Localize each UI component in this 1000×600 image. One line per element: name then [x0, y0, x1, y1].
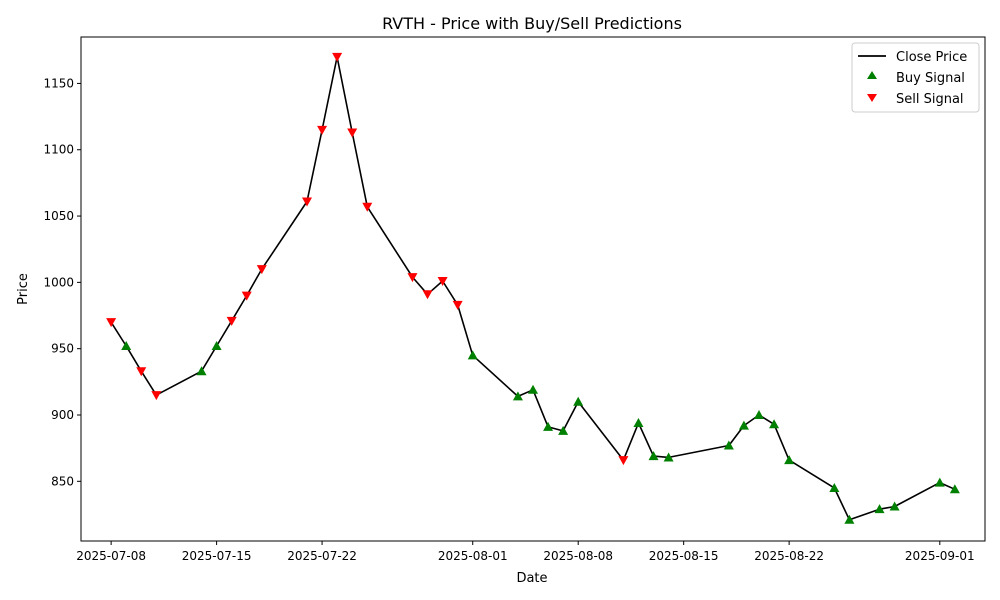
y-tick-label: 1150: [43, 76, 74, 90]
y-tick-label: 900: [51, 408, 74, 422]
y-tick-label: 850: [51, 474, 74, 488]
buy-signal-marker: [121, 341, 132, 351]
buy-signal-marker: [543, 421, 554, 431]
sell-signal-marker: [362, 202, 373, 212]
buy-signal-marker: [934, 477, 945, 487]
buy-signal-marker: [889, 501, 900, 511]
buy-signal-marker: [663, 452, 674, 462]
sell-signal-marker: [226, 316, 237, 326]
buy-signal-marker: [738, 420, 749, 430]
legend-buy-marker: [867, 71, 877, 79]
buy-signal-marker: [844, 514, 855, 524]
buy-signal-marker: [829, 482, 840, 492]
sell-signal-marker: [317, 125, 328, 135]
buy-signal-marker: [784, 455, 795, 465]
buy-signal-marker: [512, 391, 523, 401]
buy-signal-marker: [754, 410, 764, 419]
legend-box: [851, 42, 980, 113]
sell-signal-marker: [332, 52, 343, 62]
buy-signal-marker: [633, 417, 644, 427]
y-tick-label: 1100: [43, 143, 74, 157]
y-axis-label: Price: [16, 273, 31, 305]
sell-signal-marker: [452, 300, 463, 310]
plot-area: 2025-07-08 2025-07-15 2025-07-22 2025-08-01…: [43, 52, 975, 563]
buy-signal-marker: [528, 384, 538, 394]
sell-signal-marker: [437, 277, 448, 287]
buy-signal-marker: [196, 366, 207, 376]
sell-signal-marker: [347, 128, 358, 138]
buy-signal-marker: [211, 341, 222, 351]
sell-signal-marker: [422, 290, 433, 300]
buy-signal-marker: [949, 484, 960, 494]
y-tick-label: 1000: [43, 275, 74, 289]
y-tick-label: 1050: [43, 209, 74, 223]
x-tick-label: 2025-09-01: [905, 549, 975, 563]
sell-signal-marker: [151, 391, 162, 401]
x-tick-label: 2025-08-15: [649, 549, 719, 563]
chart-title: RVTH - Price with Buy/Sell Predictions: [382, 14, 682, 33]
buy-signal-marker: [648, 451, 659, 461]
x-tick-label: 2025-07-08: [76, 549, 146, 563]
sell-signal-marker: [256, 265, 267, 275]
buy-signal-marker: [769, 419, 780, 429]
sell-signal-marker: [618, 456, 629, 466]
sell-signal-marker: [302, 197, 312, 207]
legend-close-label: Close Price: [896, 50, 967, 65]
plot-frame: [80, 36, 986, 542]
sell-signal-marker: [106, 318, 117, 328]
sell-signal-marker: [241, 291, 252, 301]
x-tick-label: 2025-07-15: [182, 549, 252, 563]
buy-signal-marker: [558, 425, 569, 435]
x-axis-label: Date: [516, 571, 547, 586]
buy-signal-marker: [467, 350, 478, 360]
buy-signal-marker: [573, 396, 584, 406]
x-tick-label: 2025-08-01: [438, 549, 508, 563]
y-tick-label: 950: [51, 342, 74, 356]
x-tick-label: 2025-08-22: [754, 549, 824, 563]
legend-buy-label: Buy Signal: [896, 71, 965, 86]
sell-signal-marker: [136, 367, 147, 377]
x-tick-label: 2025-07-22: [287, 549, 357, 563]
legend-sell-label: Sell Signal: [896, 92, 964, 107]
x-tick-label: 2025-08-08: [543, 549, 613, 563]
buy-signal-marker: [723, 440, 734, 450]
sell-signal-marker: [407, 273, 418, 283]
legend: Close Price Buy Signal Sell Signal: [851, 42, 980, 113]
legend-sell-marker: [867, 94, 877, 102]
buy-signal-marker: [874, 504, 885, 514]
